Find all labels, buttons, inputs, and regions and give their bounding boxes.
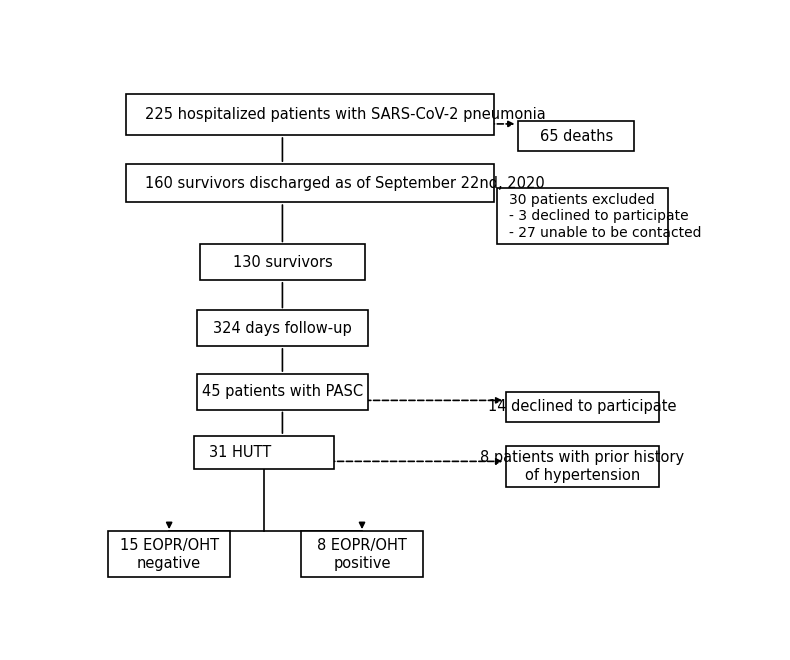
Text: 8 patients with prior history
of hypertension: 8 patients with prior history of hyperte… — [480, 450, 684, 482]
Text: 15 EOPR/OHT
negative: 15 EOPR/OHT negative — [119, 538, 219, 570]
FancyBboxPatch shape — [194, 436, 334, 469]
FancyBboxPatch shape — [301, 531, 423, 578]
Text: 225 hospitalized patients with SARS-CoV-2 pneumonia: 225 hospitalized patients with SARS-CoV-… — [145, 108, 545, 122]
FancyBboxPatch shape — [197, 310, 368, 346]
Text: 160 survivors discharged as of September 22nd, 2020: 160 survivors discharged as of September… — [145, 176, 544, 191]
Text: 8 EOPR/OHT
positive: 8 EOPR/OHT positive — [317, 538, 407, 570]
Text: 65 deaths: 65 deaths — [540, 129, 613, 144]
FancyBboxPatch shape — [126, 164, 494, 203]
Text: 324 days follow-up: 324 days follow-up — [213, 321, 352, 336]
FancyBboxPatch shape — [518, 121, 634, 151]
FancyBboxPatch shape — [108, 531, 231, 578]
Text: 14 declined to participate: 14 declined to participate — [488, 399, 677, 414]
Text: 30 patients excluded
- 3 declined to participate
- 27 unable to be contacted: 30 patients excluded - 3 declined to par… — [509, 193, 702, 240]
FancyBboxPatch shape — [497, 189, 668, 244]
Text: 45 patients with PASC: 45 patients with PASC — [202, 384, 363, 399]
FancyBboxPatch shape — [506, 446, 659, 487]
FancyBboxPatch shape — [197, 374, 368, 409]
FancyBboxPatch shape — [506, 392, 659, 422]
Text: 31 HUTT: 31 HUTT — [209, 446, 271, 460]
FancyBboxPatch shape — [200, 244, 365, 280]
FancyBboxPatch shape — [126, 94, 494, 135]
Text: 130 survivors: 130 survivors — [232, 255, 333, 270]
